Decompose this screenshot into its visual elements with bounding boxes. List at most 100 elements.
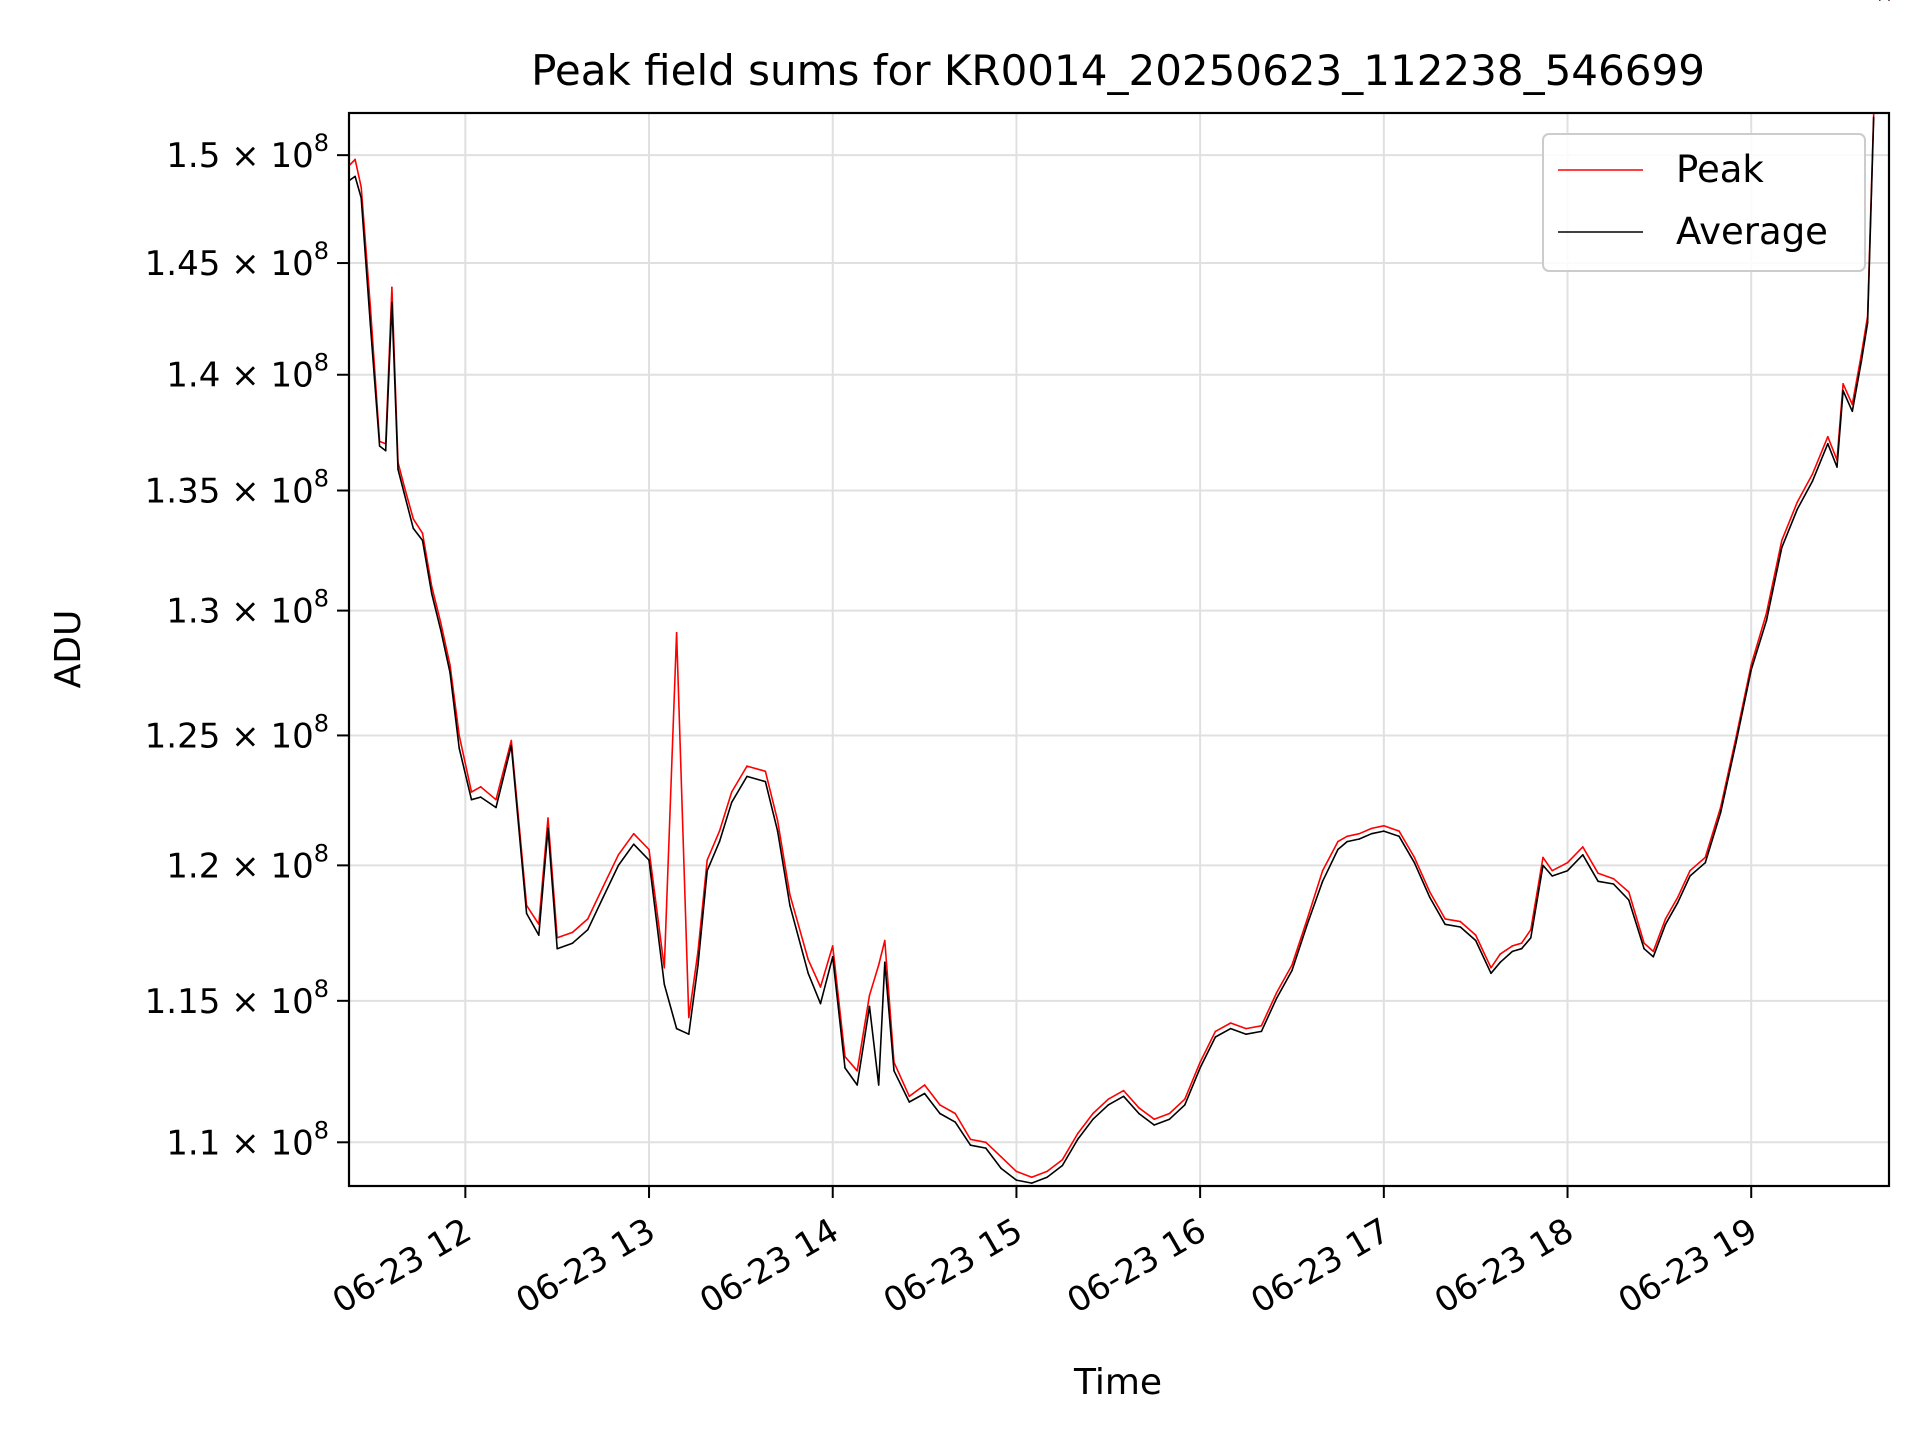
y-tick-mantissa: 1.15 bbox=[145, 982, 221, 1022]
data-point-average bbox=[1851, 410, 1854, 413]
x-axis-label: Time bbox=[1073, 1362, 1162, 1403]
data-point-peak bbox=[1444, 918, 1446, 920]
y-tick-label: 1.45 × 108 bbox=[145, 237, 329, 284]
data-point-average bbox=[1046, 1176, 1048, 1178]
data-point-peak bbox=[1765, 612, 1768, 614]
y-tick-exponent: 8 bbox=[314, 349, 329, 377]
data-point-average bbox=[430, 592, 433, 595]
data-point-average bbox=[547, 827, 549, 830]
data-point-peak bbox=[360, 186, 363, 188]
data-point-average bbox=[1582, 854, 1584, 856]
data-point-average bbox=[868, 1005, 871, 1008]
data-point-peak bbox=[440, 622, 442, 624]
data-point-peak bbox=[1346, 835, 1348, 838]
y-tick-exponent: 8 bbox=[314, 975, 329, 1003]
data-point-average bbox=[1499, 961, 1501, 964]
data-point-average bbox=[1676, 901, 1679, 904]
data-point-peak bbox=[954, 1112, 956, 1115]
data-point-average bbox=[1643, 947, 1645, 950]
data-point-average bbox=[1444, 923, 1446, 926]
data-point-average bbox=[1520, 947, 1523, 950]
data-point-peak bbox=[479, 786, 482, 788]
data-point-average bbox=[403, 492, 405, 494]
data-point-average bbox=[969, 1144, 972, 1146]
data-point-peak bbox=[1413, 856, 1416, 859]
data-point-average bbox=[369, 324, 372, 326]
data-point-average bbox=[764, 780, 767, 783]
data-point-average bbox=[1597, 880, 1599, 883]
data-point-average bbox=[648, 859, 650, 861]
data-point-average bbox=[1866, 322, 1869, 324]
data-point-average bbox=[1346, 840, 1348, 843]
y-tick-label: 1.15 × 108 bbox=[145, 975, 329, 1022]
data-point-average bbox=[1836, 466, 1838, 468]
chart-title: Peak field sums for KR0014_20250623_1122… bbox=[531, 46, 1705, 95]
data-point-average bbox=[718, 840, 721, 843]
data-point-average bbox=[1245, 1033, 1247, 1035]
data-point-average bbox=[1015, 1179, 1018, 1181]
y-tick-mantissa: 1.1 bbox=[166, 1123, 220, 1163]
data-point-peak bbox=[776, 819, 779, 822]
data-point-average bbox=[697, 964, 699, 966]
y-tick-mantissa: 1.45 bbox=[145, 244, 221, 284]
data-point-average bbox=[1796, 508, 1798, 511]
data-point-peak bbox=[1490, 967, 1492, 969]
data-point-peak bbox=[412, 518, 415, 520]
data-point-peak bbox=[675, 631, 678, 634]
data-point-peak bbox=[789, 893, 791, 896]
data-point-average bbox=[470, 798, 473, 801]
data-point-average bbox=[1511, 950, 1514, 953]
data-point-average bbox=[663, 983, 666, 986]
data-point-average bbox=[1370, 832, 1373, 835]
data-point-peak bbox=[369, 306, 372, 309]
y-tick-mantissa: 1.5 bbox=[166, 136, 220, 176]
data-point-average bbox=[1459, 926, 1462, 928]
data-point-average bbox=[1337, 848, 1339, 851]
plot-frame bbox=[347, 111, 1891, 1188]
data-point-peak bbox=[807, 958, 809, 961]
data-point-peak bbox=[718, 830, 721, 832]
data-point-peak bbox=[939, 1104, 941, 1106]
data-point-peak bbox=[1260, 1025, 1263, 1027]
data-point-average bbox=[354, 175, 356, 178]
y-tick-label: 1.35 × 108 bbox=[145, 464, 329, 511]
data-point-average bbox=[1628, 899, 1630, 901]
data-point-peak bbox=[403, 485, 405, 487]
y-tick-mantissa: 1.35 bbox=[145, 471, 221, 511]
y-tick-label: 1.5 × 108 bbox=[166, 129, 329, 176]
data-point-peak bbox=[1321, 869, 1324, 872]
data-point-peak bbox=[1107, 1098, 1110, 1100]
data-point-average bbox=[458, 747, 461, 749]
data-point-peak bbox=[1138, 1107, 1140, 1109]
data-point-average bbox=[807, 972, 809, 975]
data-point-peak bbox=[1704, 856, 1707, 859]
data-point-average bbox=[1184, 1104, 1186, 1106]
data-point-peak bbox=[1398, 830, 1400, 832]
data-point-average bbox=[1530, 937, 1532, 939]
data-point-peak bbox=[688, 1016, 690, 1019]
data-point-peak bbox=[470, 791, 473, 793]
data-point-average bbox=[1000, 1167, 1002, 1170]
data-point-peak bbox=[856, 1070, 858, 1072]
data-point-peak bbox=[1076, 1132, 1079, 1135]
data-point-peak bbox=[1245, 1027, 1247, 1030]
y-tick-label: 1.2 × 108 bbox=[166, 839, 329, 886]
data-point-average bbox=[1291, 969, 1293, 972]
data-point-peak bbox=[1291, 964, 1293, 966]
data-point-peak bbox=[1542, 856, 1544, 859]
grid-lines bbox=[349, 113, 1889, 1186]
data-point-average bbox=[1765, 619, 1768, 622]
y-tick-exponent: 8 bbox=[314, 1116, 329, 1144]
data-point-average bbox=[1860, 360, 1863, 362]
data-point-peak bbox=[1530, 928, 1532, 931]
data-point-average bbox=[1719, 812, 1722, 814]
data-point-average bbox=[1321, 880, 1324, 883]
data-point-peak bbox=[1811, 473, 1814, 475]
data-point-peak bbox=[547, 817, 549, 819]
data-point-peak bbox=[1383, 825, 1385, 827]
data-point-average bbox=[675, 1027, 678, 1030]
data-point-peak bbox=[1511, 945, 1514, 947]
data-point-peak bbox=[908, 1095, 911, 1098]
data-point-peak bbox=[1612, 877, 1615, 880]
